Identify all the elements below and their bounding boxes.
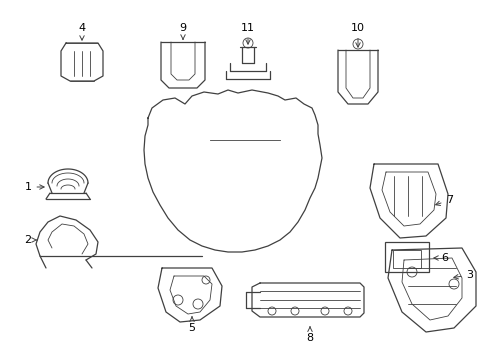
Text: 5: 5 — [188, 317, 195, 333]
Text: 8: 8 — [306, 327, 313, 343]
Text: 6: 6 — [433, 253, 447, 263]
Text: 2: 2 — [24, 235, 37, 245]
Text: 3: 3 — [453, 270, 472, 280]
Text: 4: 4 — [78, 23, 85, 40]
Bar — [384, 242, 428, 272]
Text: 7: 7 — [435, 195, 453, 206]
Text: 11: 11 — [241, 23, 254, 44]
Text: 1: 1 — [24, 182, 44, 192]
Text: 10: 10 — [350, 23, 364, 47]
Bar — [392, 250, 420, 268]
Text: 9: 9 — [179, 23, 186, 39]
